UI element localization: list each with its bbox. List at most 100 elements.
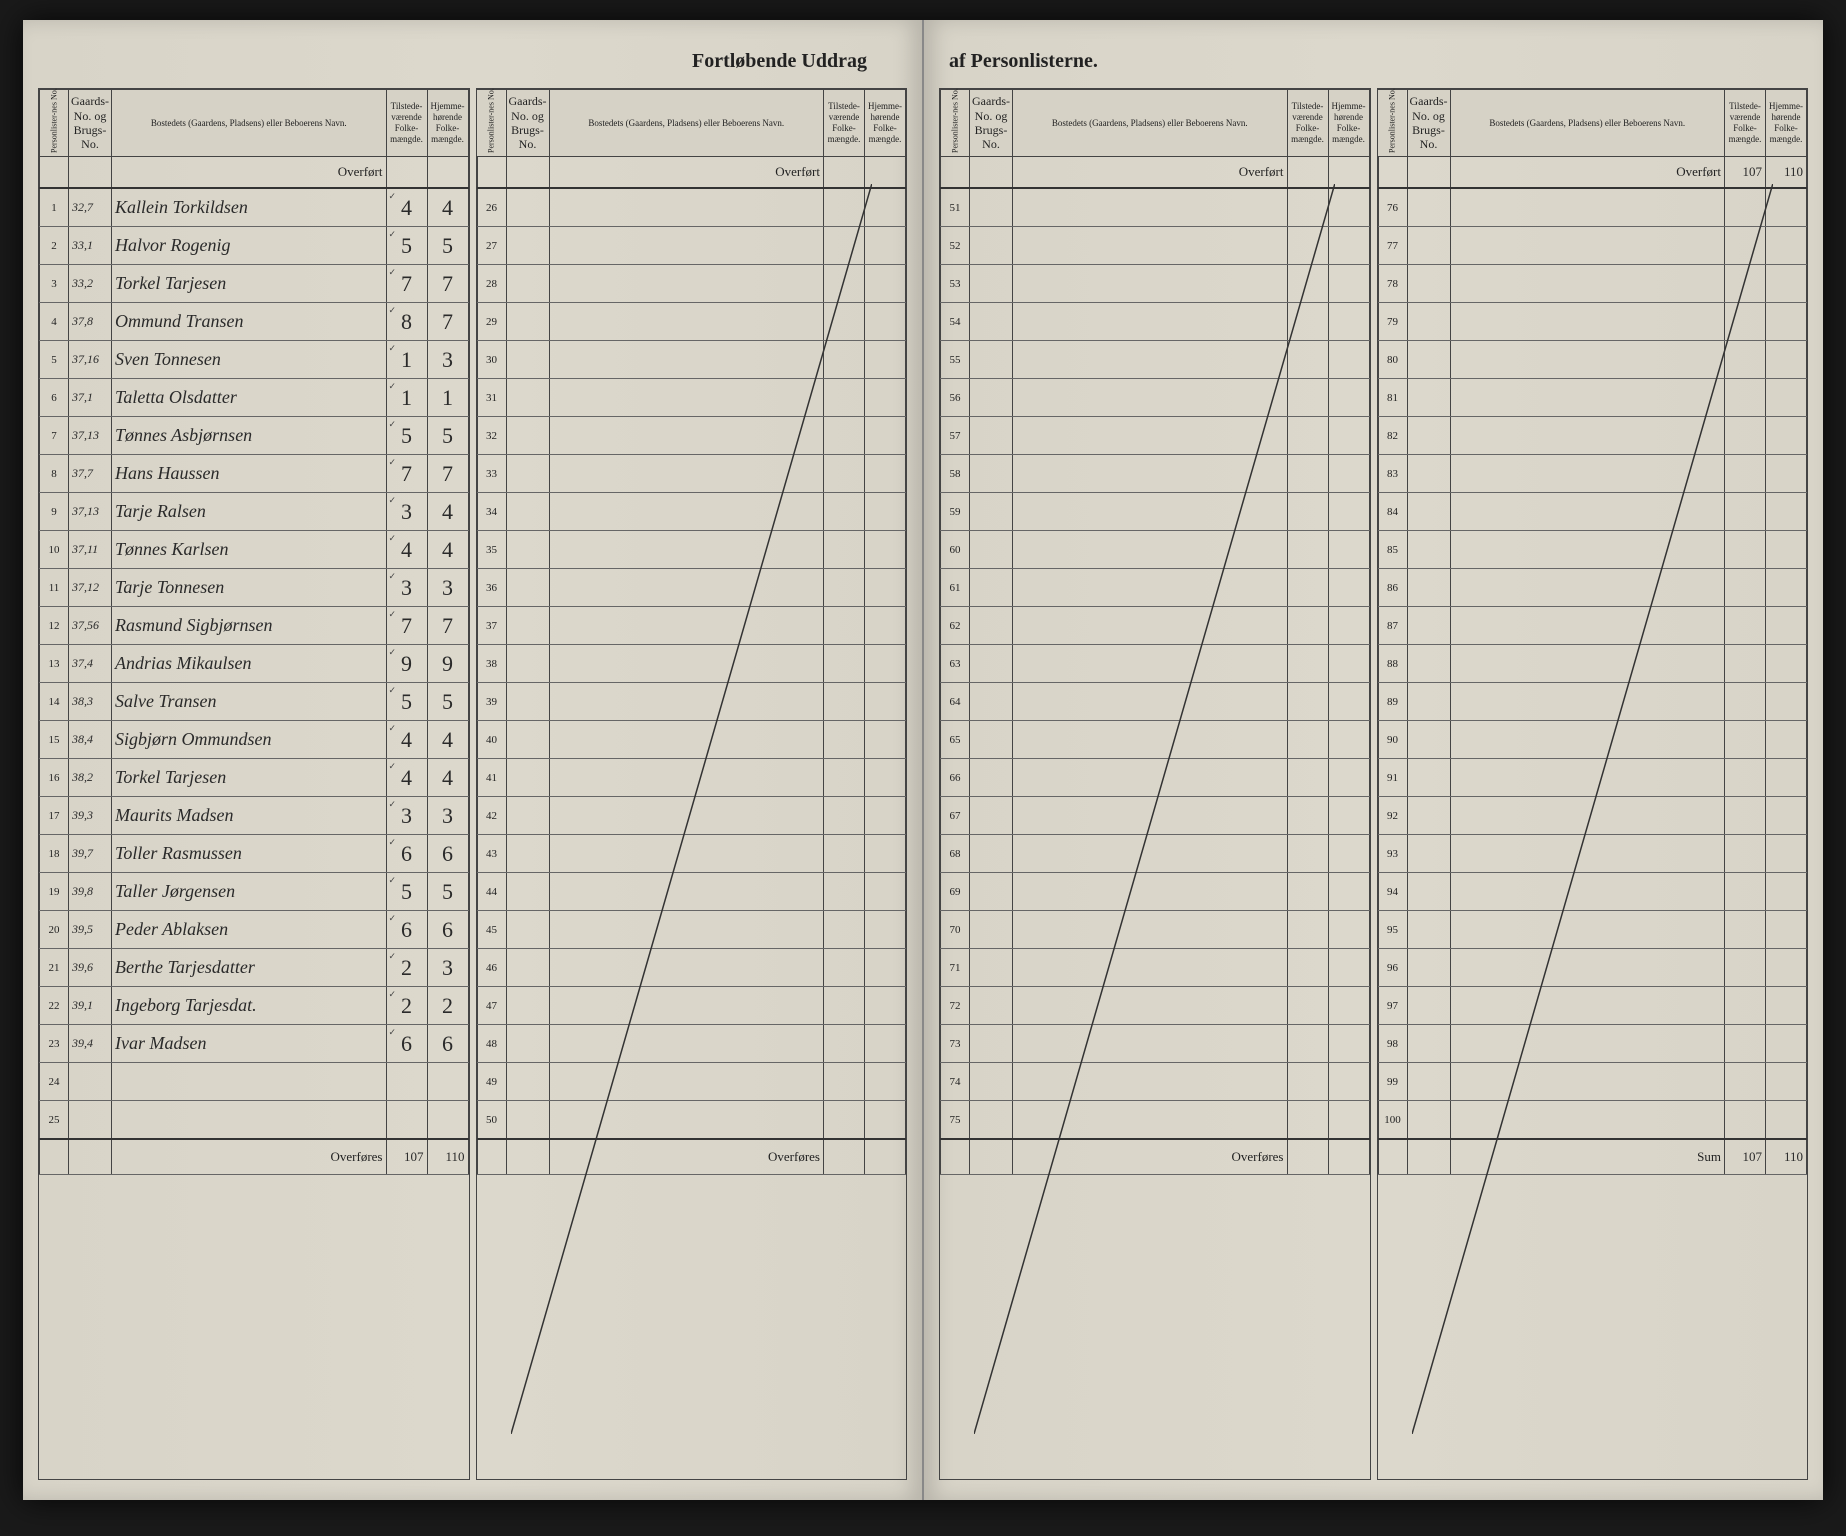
footer-label: Overføres [112,1139,387,1175]
table-row: 30 [477,341,906,379]
overfort-label: Overført [112,157,387,189]
page-title-right: af Personlisterne. [939,50,1808,78]
table-row: 74 [941,1063,1370,1101]
table-row: 10 37,11 Tønnes Karlsen 4 4 [40,531,469,569]
cell-person-no: 73 [941,1025,970,1063]
cell-person-no: 38 [477,645,506,683]
table-row: 18 39,7 Toller Rasmussen 6 6 [40,835,469,873]
table-row: 43 [477,835,906,873]
cell-gaards-no: 39,4 [69,1025,112,1063]
cell-person-no: 39 [477,683,506,721]
cell-person-no: 100 [1378,1101,1407,1140]
cell-person-no: 85 [1378,531,1407,569]
table-row: 90 [1378,721,1807,759]
table-row: 68 [941,835,1370,873]
cell-hjemme: 4 [427,721,468,759]
col-personliste: Personlister-nes No. [477,90,506,157]
cell-person-no: 31 [477,379,506,417]
cell-tilstede: 1 [386,341,427,379]
cell-name: Sigbjørn Ommundsen [112,721,387,759]
cell-person-no: 59 [941,493,970,531]
cell-person-no: 71 [941,949,970,987]
cell-person-no: 87 [1378,607,1407,645]
cell-person-no: 5 [40,341,69,379]
cell-person-no: 34 [477,493,506,531]
col-hjemme: Hjemme-hørende Folke-mængde. [1328,90,1369,157]
cell-tilstede: 3 [386,569,427,607]
overfort-row: Overført [477,157,906,189]
table-row: 88 [1378,645,1807,683]
cell-tilstede: 7 [386,607,427,645]
cell-person-no: 21 [40,949,69,987]
cell-person-no: 95 [1378,911,1407,949]
cell-gaards-no: 37,16 [69,341,112,379]
cell-person-no: 66 [941,759,970,797]
cell-name: Andrias Mikaulsen [112,645,387,683]
cell-tilstede: 7 [386,265,427,303]
cell-person-no: 91 [1378,759,1407,797]
col-bosted: Bostedets (Gaardens, Pladsens) eller Beb… [549,90,824,157]
cell-name: Tønnes Asbjørnsen [112,417,387,455]
overfort-tilstede [386,157,427,189]
table-row: 58 [941,455,1370,493]
table-row: 75 [941,1101,1370,1140]
cell-person-no: 7 [40,417,69,455]
cell-person-no: 50 [477,1101,506,1140]
footer-hjemme [865,1139,906,1175]
footer-label: Sum [1450,1139,1725,1175]
cell-person-no: 93 [1378,835,1407,873]
cell-person-no: 14 [40,683,69,721]
col-gaards: Gaards-No. og Brugs-No. [1407,90,1450,157]
cell-person-no: 27 [477,227,506,265]
cell-name: Toller Rasmussen [112,835,387,873]
table-row: 59 [941,493,1370,531]
cell-person-no: 13 [40,645,69,683]
cell-person-no: 99 [1378,1063,1407,1101]
cell-name: Ingeborg Tarjesdat. [112,987,387,1025]
table-row: 77 [1378,227,1807,265]
cell-person-no: 49 [477,1063,506,1101]
table-row: 36 [477,569,906,607]
footer-tilstede [1287,1139,1328,1175]
cell-person-no: 61 [941,569,970,607]
col-personliste: Personlister-nes No. [941,90,970,157]
cell-hjemme: 6 [427,835,468,873]
col-tilstede: Tilstede-værende Folke-mængde. [1725,90,1766,157]
table-row: 86 [1378,569,1807,607]
cell-gaards-no: 39,8 [69,873,112,911]
cell-person-no: 75 [941,1101,970,1140]
cell-person-no: 65 [941,721,970,759]
table-row: 78 [1378,265,1807,303]
table-row: 47 [477,987,906,1025]
cell-hjemme: 7 [427,455,468,493]
table-row: 34 [477,493,906,531]
footer-tilstede: 107 [386,1139,427,1175]
table-row: 65 [941,721,1370,759]
table-row: 31 [477,379,906,417]
table-row: 48 [477,1025,906,1063]
table-row: 97 [1378,987,1807,1025]
cell-hjemme [427,1063,468,1101]
cell-person-no: 42 [477,797,506,835]
table-row: 96 [1378,949,1807,987]
col-tilstede: Tilstede-værende Folke-mængde. [1287,90,1328,157]
cell-person-no: 92 [1378,797,1407,835]
cell-person-no: 43 [477,835,506,873]
table-row: 67 [941,797,1370,835]
col-hjemme: Hjemme-hørende Folke-mængde. [865,90,906,157]
table-row: 12 37,56 Rasmund Sigbjørnsen 7 7 [40,607,469,645]
overfort-tilstede: 107 [1725,157,1766,189]
cell-gaards-no: 39,3 [69,797,112,835]
cell-person-no: 4 [40,303,69,341]
cell-name: Halvor Rogenig [112,227,387,265]
cell-hjemme: 5 [427,683,468,721]
cell-tilstede: 2 [386,987,427,1025]
cell-gaards-no: 33,1 [69,227,112,265]
table-row: 22 39,1 Ingeborg Tarjesdat. 2 2 [40,987,469,1025]
table-row: 4 37,8 Ommund Transen 8 7 [40,303,469,341]
cell-person-no: 22 [40,987,69,1025]
cell-person-no: 16 [40,759,69,797]
table-row: 38 [477,645,906,683]
overfort-hjemme: 110 [1766,157,1807,189]
table-row: 100 [1378,1101,1807,1140]
